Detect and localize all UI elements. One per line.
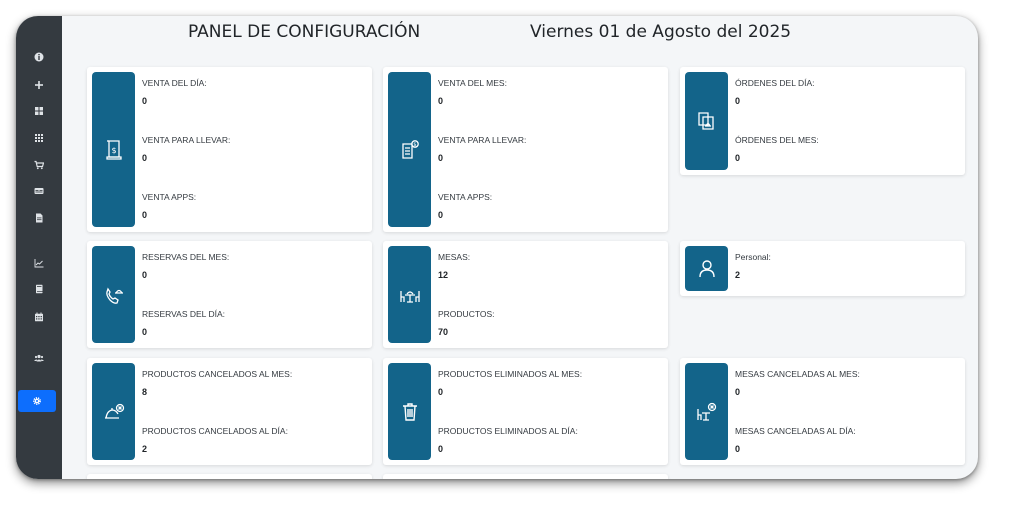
gear-icon [33, 397, 41, 405]
phone-reservation-icon [92, 246, 135, 343]
svg-text:$: $ [111, 146, 116, 155]
orders-icon [685, 72, 728, 170]
card-mesas: MESAS: 12 PRODUCTOS: 70 [383, 241, 668, 348]
sidebar [16, 16, 62, 479]
receipt-dollar-icon: $ [92, 72, 135, 227]
label: VENTA APPS: [438, 192, 493, 202]
card-reservas: RESERVAS DEL MES: 0 RESERVAS DEL DÍA: 0 [87, 241, 372, 348]
user-icon [685, 246, 728, 291]
main-content: PANEL DE CONFIGURACIÓN Viernes 01 de Ago… [62, 16, 978, 479]
chart-icon[interactable] [16, 252, 62, 274]
label: RESERVAS DEL DÍA: [142, 309, 225, 319]
value: 70 [438, 327, 449, 337]
label: VENTA DEL DÍA: [142, 78, 207, 88]
users-icon[interactable] [16, 347, 62, 369]
label: MESAS CANCELADAS AL DÍA: [735, 426, 856, 436]
plus-icon[interactable] [16, 74, 62, 96]
label: MESAS CANCELADAS AL MES: [735, 369, 860, 379]
value: 0 [735, 96, 741, 106]
label: PRODUCTOS CANCELADOS AL MES: [142, 369, 293, 379]
info-icon[interactable] [16, 46, 62, 68]
value: 8 [142, 387, 148, 397]
current-date: Viernes 01 de Agosto del 2025 [530, 22, 792, 42]
value: 0 [735, 387, 741, 397]
value: 0 [438, 96, 444, 106]
page-title: PANEL DE CONFIGURACIÓN [188, 22, 421, 42]
value: 0 [142, 153, 148, 163]
label: ÓRDENES DEL MES: [735, 135, 819, 145]
label: VENTA PARA LLEVAR: [438, 135, 527, 145]
value: 0 [438, 387, 444, 397]
card-ordenes: ÓRDENES DEL DÍA: 0 ÓRDENES DEL MES: 0 [680, 67, 965, 175]
book-icon[interactable] [16, 278, 62, 300]
calendar-icon[interactable] [16, 306, 62, 328]
apps-icon[interactable] [16, 127, 62, 149]
label: Personal: [735, 252, 771, 262]
card-icon[interactable] [16, 180, 62, 202]
label: VENTA APPS: [142, 192, 197, 202]
value: 12 [438, 270, 449, 280]
card-ventas-mes: $ VENTA DEL MES: 0 VENTA PARA LLEVAR: 0 … [383, 67, 668, 232]
card-productos-eliminados: PRODUCTOS ELIMINADOS AL MES: 0 PRODUCTOS… [383, 358, 668, 465]
value: 2 [735, 270, 741, 280]
label: PRODUCTOS ELIMINADOS AL MES: [438, 369, 583, 379]
dining-table-icon [388, 246, 431, 343]
table-cancel-icon [685, 363, 728, 460]
label: PRODUCTOS ELIMINADOS AL DÍA: [438, 426, 578, 436]
cloche-cancel-icon [92, 363, 135, 460]
card-ventas-dia: $ VENTA DEL DÍA: 0 VENTA PARA LLEVAR: 0 … [87, 67, 372, 232]
value: 0 [438, 210, 444, 220]
cart-icon[interactable] [16, 154, 62, 176]
grid-icon[interactable] [16, 100, 62, 122]
label: VENTA DEL MES: [438, 78, 507, 88]
label: RESERVAS DEL MES: [142, 252, 230, 262]
value: 0 [142, 96, 148, 106]
trash-icon [388, 363, 431, 460]
value: 0 [142, 210, 148, 220]
svg-text:$: $ [413, 142, 416, 148]
value: 0 [142, 270, 148, 280]
value: 0 [142, 327, 148, 337]
card-partial [87, 474, 372, 479]
sidebar-item-settings[interactable] [18, 390, 56, 412]
label: MESAS: [438, 252, 471, 262]
value: 0 [438, 444, 444, 454]
card-partial [383, 474, 668, 479]
file-icon[interactable] [16, 207, 62, 229]
invoice-dollar-icon: $ [388, 72, 431, 227]
value: 0 [438, 153, 444, 163]
label: PRODUCTOS CANCELADOS AL DÍA: [142, 426, 288, 436]
card-productos-cancelados: PRODUCTOS CANCELADOS AL MES: 8 PRODUCTOS… [87, 358, 372, 465]
label: PRODUCTOS: [438, 309, 495, 319]
label: VENTA PARA LLEVAR: [142, 135, 231, 145]
card-mesas-canceladas: MESAS CANCELADAS AL MES: 0 MESAS CANCELA… [680, 358, 965, 465]
app-window: PANEL DE CONFIGURACIÓN Viernes 01 de Ago… [16, 16, 978, 479]
value: 0 [735, 444, 741, 454]
card-personal: Personal: 2 [680, 241, 965, 296]
value: 0 [735, 153, 741, 163]
label: ÓRDENES DEL DÍA: [735, 78, 815, 88]
value: 2 [142, 444, 148, 454]
